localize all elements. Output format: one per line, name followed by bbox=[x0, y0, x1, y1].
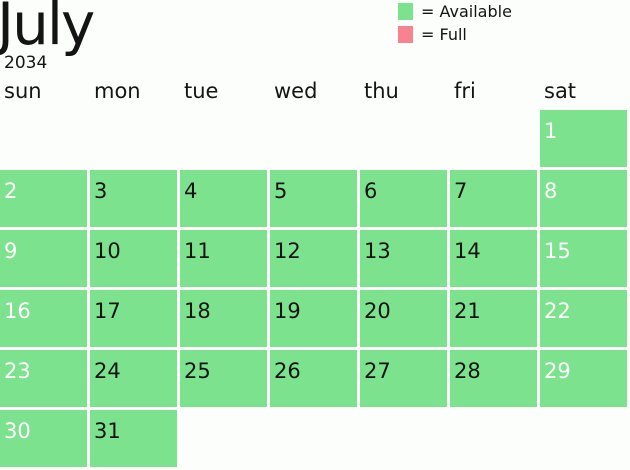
day-number: 10 bbox=[94, 239, 121, 263]
day-cell[interactable]: 15 bbox=[540, 230, 627, 287]
weekday-sun: sun bbox=[4, 79, 42, 103]
day-number: 27 bbox=[364, 359, 391, 383]
legend-label: = Full bbox=[421, 24, 467, 44]
day-cell[interactable]: 14 bbox=[450, 230, 537, 287]
day-cell[interactable]: 20 bbox=[360, 290, 447, 347]
day-number: 25 bbox=[184, 359, 211, 383]
day-number: 31 bbox=[94, 419, 121, 443]
available-swatch bbox=[398, 3, 413, 20]
day-cell[interactable]: 12 bbox=[270, 230, 357, 287]
day-number: 19 bbox=[274, 299, 301, 323]
day-cell[interactable]: 16 bbox=[0, 290, 87, 347]
legend-available: = Available bbox=[398, 0, 512, 23]
weekday-mon: mon bbox=[94, 79, 141, 103]
day-number: 2 bbox=[4, 179, 18, 203]
day-cell[interactable]: 4 bbox=[180, 170, 267, 227]
day-number: 24 bbox=[94, 359, 121, 383]
weekday-wed: wed bbox=[274, 79, 318, 103]
day-number: 28 bbox=[454, 359, 481, 383]
day-cell[interactable]: 3 bbox=[90, 170, 177, 227]
day-cell[interactable]: 31 bbox=[90, 410, 177, 467]
weekday-sat: sat bbox=[544, 79, 577, 103]
day-cell[interactable]: 10 bbox=[90, 230, 177, 287]
day-cell[interactable]: 28 bbox=[450, 350, 537, 407]
weekday-thu: thu bbox=[364, 79, 399, 103]
day-number: 26 bbox=[274, 359, 301, 383]
day-number: 8 bbox=[544, 179, 558, 203]
day-cell[interactable]: 29 bbox=[540, 350, 627, 407]
day-number: 23 bbox=[4, 359, 31, 383]
day-cell[interactable]: 27 bbox=[360, 350, 447, 407]
day-cell[interactable]: 7 bbox=[450, 170, 537, 227]
day-cell[interactable]: 5 bbox=[270, 170, 357, 227]
day-number: 20 bbox=[364, 299, 391, 323]
day-number: 16 bbox=[4, 299, 31, 323]
day-number: 29 bbox=[544, 359, 571, 383]
day-number: 22 bbox=[544, 299, 571, 323]
day-number: 11 bbox=[184, 239, 211, 263]
day-number: 14 bbox=[454, 239, 481, 263]
day-number: 6 bbox=[364, 179, 378, 203]
full-swatch bbox=[398, 26, 413, 43]
year-label: 2034 bbox=[4, 53, 48, 73]
day-cell[interactable]: 11 bbox=[180, 230, 267, 287]
legend-label: = Available bbox=[421, 1, 512, 21]
day-number: 4 bbox=[184, 179, 198, 203]
day-cell[interactable]: 23 bbox=[0, 350, 87, 407]
day-cell[interactable]: 13 bbox=[360, 230, 447, 287]
day-number: 3 bbox=[94, 179, 108, 203]
day-cell[interactable]: 6 bbox=[360, 170, 447, 227]
day-number: 13 bbox=[364, 239, 391, 263]
legend: = Available = Full bbox=[398, 0, 512, 46]
day-cell[interactable]: 8 bbox=[540, 170, 627, 227]
day-number: 7 bbox=[454, 179, 468, 203]
day-number: 21 bbox=[454, 299, 481, 323]
day-number: 1 bbox=[544, 119, 558, 143]
day-number: 5 bbox=[274, 179, 288, 203]
month-title: July bbox=[0, 0, 95, 58]
day-number: 12 bbox=[274, 239, 301, 263]
day-number: 9 bbox=[4, 239, 18, 263]
day-number: 17 bbox=[94, 299, 121, 323]
legend-full: = Full bbox=[398, 23, 512, 46]
day-number: 15 bbox=[544, 239, 571, 263]
day-cell[interactable]: 18 bbox=[180, 290, 267, 347]
day-cell[interactable]: 9 bbox=[0, 230, 87, 287]
day-cell[interactable]: 24 bbox=[90, 350, 177, 407]
day-cell[interactable]: 25 bbox=[180, 350, 267, 407]
weekday-fri: fri bbox=[454, 79, 476, 103]
weekday-tue: tue bbox=[184, 79, 219, 103]
day-number: 30 bbox=[4, 419, 31, 443]
day-cell[interactable]: 22 bbox=[540, 290, 627, 347]
day-cell[interactable]: 26 bbox=[270, 350, 357, 407]
day-cell[interactable]: 19 bbox=[270, 290, 357, 347]
day-cell[interactable]: 21 bbox=[450, 290, 537, 347]
day-cell[interactable]: 17 bbox=[90, 290, 177, 347]
day-cell[interactable]: 30 bbox=[0, 410, 87, 467]
day-cell[interactable]: 2 bbox=[0, 170, 87, 227]
day-number: 18 bbox=[184, 299, 211, 323]
day-cell[interactable]: 1 bbox=[540, 110, 627, 167]
